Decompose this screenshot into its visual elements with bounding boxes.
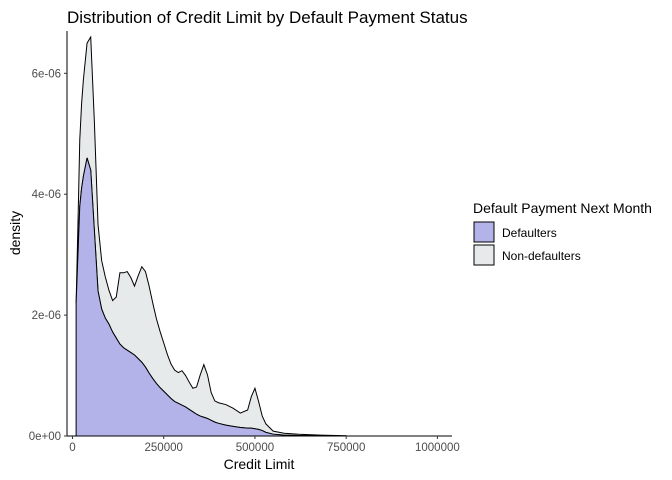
y-tick-label: 2e-06: [32, 310, 61, 322]
legend-item-defaulters: Defaulters: [473, 221, 557, 243]
legend-label-non-defaulters: Non-defaulters: [502, 249, 581, 263]
x-tick-label: 0: [69, 442, 75, 454]
y-tick-label: 6e-06: [32, 68, 61, 80]
x-tick-label: 1000000: [415, 442, 460, 454]
x-ticks: 0 250000 500000 750000 1000000: [69, 436, 460, 454]
y-axis-title: density: [7, 211, 23, 255]
legend-key-non-defaulters: [473, 244, 495, 266]
y-axis: 0e+00 2e-06 4e-06 6e-06: [29, 31, 68, 443]
legend-title: Default Payment Next Month: [473, 200, 652, 216]
x-tick-label: 500000: [236, 442, 274, 454]
x-axis: 0 250000 500000 750000 1000000: [67, 435, 460, 454]
area-defaulters: [75, 157, 347, 437]
legend: Default Payment Next Month Defaulters No…: [473, 200, 652, 266]
y-tick-label: 0e+00: [29, 431, 61, 443]
y-tick-label: 4e-06: [32, 189, 61, 201]
legend-label-defaulters: Defaulters: [502, 226, 557, 240]
chart-title: Distribution of Credit Limit by Default …: [67, 8, 468, 27]
x-axis-title: Credit Limit: [224, 456, 295, 472]
plot-area: [75, 35, 347, 437]
legend-key-defaulters: [473, 221, 495, 243]
x-tick-label: 750000: [327, 442, 365, 454]
x-tick-label: 250000: [145, 442, 183, 454]
y-ticks: 0e+00 2e-06 4e-06 6e-06: [29, 68, 67, 443]
legend-item-non-defaulters: Non-defaulters: [473, 244, 581, 266]
